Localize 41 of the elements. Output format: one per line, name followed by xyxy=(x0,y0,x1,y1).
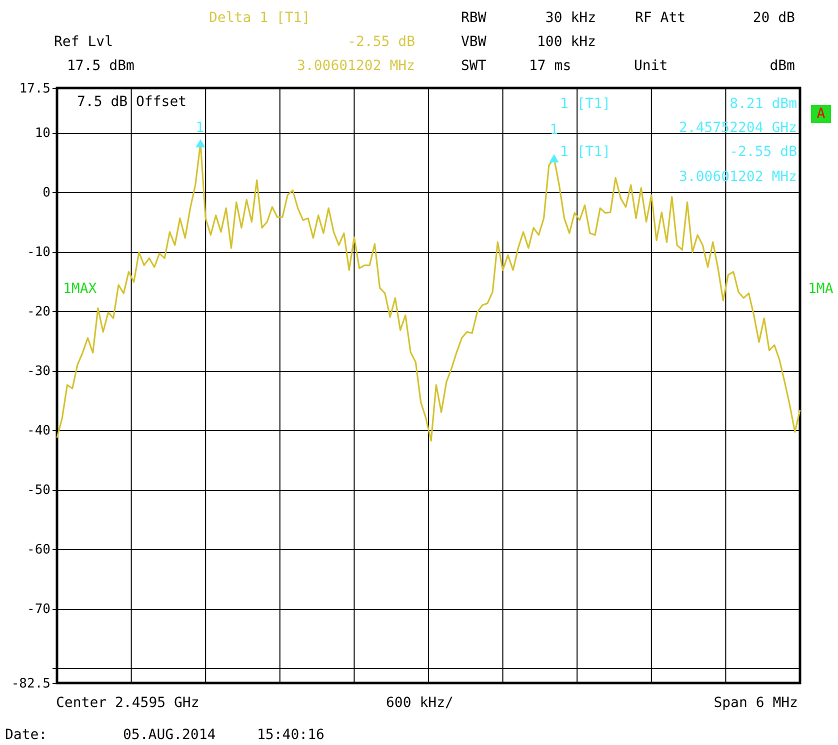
y-tick-label: -82.5 xyxy=(11,676,50,692)
y-tick-label: 10 xyxy=(34,126,50,142)
text: 3.00601202 MHz xyxy=(296,58,415,74)
text: 15:40:16 xyxy=(257,727,324,743)
y-tick-label: 17.5 xyxy=(19,82,50,96)
text: 17.5 dBm xyxy=(67,58,134,74)
annotation: 1 [T1] xyxy=(560,96,611,112)
text: 1MA xyxy=(808,281,834,297)
text: Span 6 MHz xyxy=(714,695,798,711)
text: dBm xyxy=(770,58,795,74)
text: -2.55 dB xyxy=(348,34,415,50)
text: Unit xyxy=(634,58,668,74)
y-tick-label: -60 xyxy=(27,542,50,558)
annotation: 1 xyxy=(196,120,204,136)
y-tick-label: -30 xyxy=(27,364,50,380)
text: Center 2.4595 GHz xyxy=(56,695,200,711)
text: A xyxy=(816,106,826,122)
text: VBW xyxy=(461,34,487,50)
text: Ref Lvl xyxy=(54,34,114,50)
annotation: 1 [T1] xyxy=(560,144,611,160)
text: 20 dB xyxy=(752,10,795,26)
text: Date: xyxy=(5,727,48,743)
y-tick-label: -10 xyxy=(27,245,50,260)
text: 17 ms xyxy=(529,58,572,74)
annotation: 1MAX xyxy=(63,281,98,297)
y-tick-label: -50 xyxy=(27,483,50,498)
text: RF Att xyxy=(635,10,686,26)
text: 100 kHz xyxy=(536,34,596,50)
text: RBW xyxy=(461,10,487,26)
y-tick-label: 0 xyxy=(42,186,50,201)
annotation: 7.5 dB Offset xyxy=(77,94,187,110)
y-tick-label: -20 xyxy=(27,304,50,320)
y-tick-label: -40 xyxy=(27,424,50,439)
text: 600 kHz/ xyxy=(386,695,454,711)
annotation: 8.21 dBm xyxy=(730,96,797,112)
text: Delta 1 [T1] xyxy=(209,10,310,26)
y-tick-label: -70 xyxy=(27,602,50,618)
annotation: -2.55 dB xyxy=(730,144,797,160)
text: SWT xyxy=(461,58,487,74)
text: 05.AUG.2014 xyxy=(123,727,216,743)
text: 30 kHz xyxy=(545,10,596,26)
